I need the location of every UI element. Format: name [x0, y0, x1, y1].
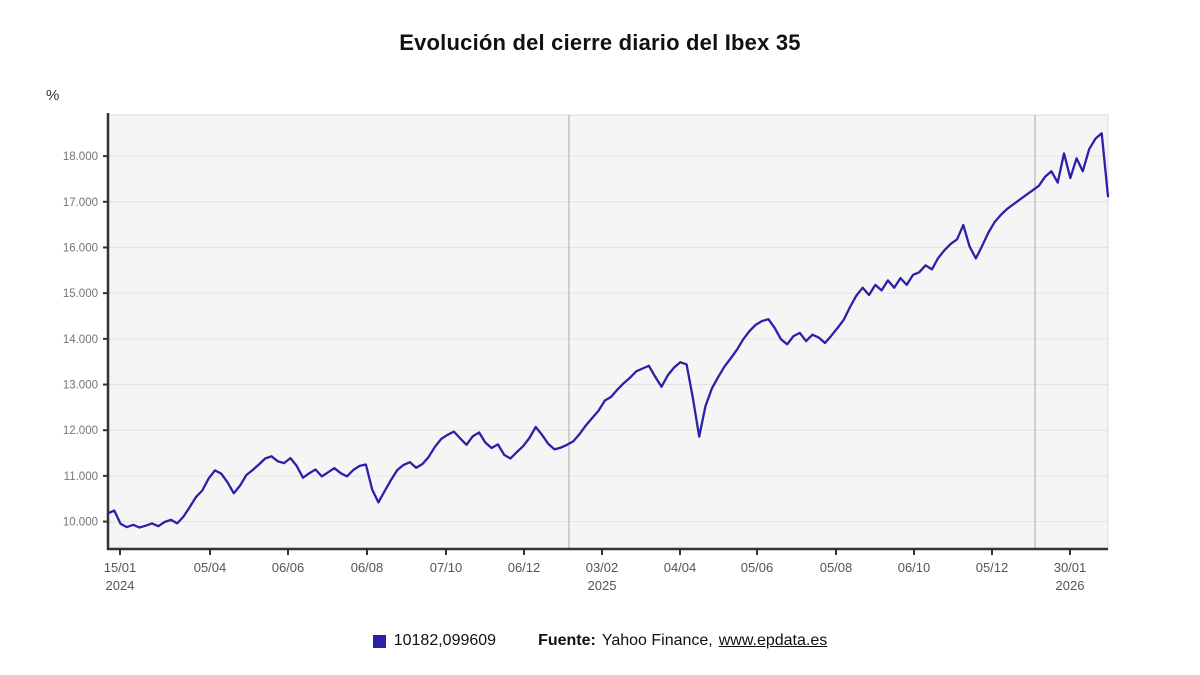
x-axis-tick-label: 03/02	[586, 560, 619, 575]
source-link[interactable]: www.epdata.es	[718, 632, 828, 649]
source-text: Yahoo Finance,	[601, 632, 713, 649]
y-axis-tick-label: 14.000	[63, 334, 98, 346]
plot-area	[107, 114, 1109, 550]
y-axis-tick-label: 11.000	[64, 471, 98, 483]
source-label: Fuente:	[538, 632, 596, 649]
y-axis-tick-label: 12.000	[63, 425, 98, 437]
x-axis-tick-label: 05/06	[741, 560, 774, 575]
x-axis-tick-label: 06/08	[351, 560, 384, 575]
x-axis-tick-label: 15/01	[104, 560, 137, 575]
y-axis-tick-label: 18.000	[63, 151, 98, 163]
y-axis-tick-label: 10.000	[63, 517, 98, 529]
x-axis-tick-label: 05/12	[976, 560, 1009, 575]
x-axis-tick-label: 04/04	[664, 560, 697, 575]
x-axis-tick-label: 05/08	[820, 560, 853, 575]
ibex-line-chart: 10.000 11.000 12.000 13.000 14.000 15.000 16.0…	[46, 87, 1110, 593]
x-axis-tick-label: 06/06	[272, 560, 305, 575]
x-axis-tick-label: 06/12	[508, 560, 541, 575]
x-axis-year-label: 2024	[106, 578, 135, 593]
y-axis-tick-label: 15.000	[63, 288, 98, 300]
chart-footer: 10182,099609 Fuente: Yahoo Finance, www.…	[0, 632, 1200, 650]
x-axis-tick-label: 06/10	[898, 560, 931, 575]
y-axis-tick-label: 16.000	[63, 242, 98, 254]
legend-value: 10182,099609	[393, 632, 497, 649]
price-line[interactable]	[106, 132, 1110, 529]
x-axis-tick-label: 05/04	[194, 560, 227, 575]
y-axis-tick-label: 13.000	[63, 380, 98, 392]
x-axis-tick-label: 30/01	[1054, 560, 1087, 575]
x-axis-year-label: 2026	[1056, 578, 1085, 593]
x-axis-tick-label: 07/10	[430, 560, 463, 575]
x-axis-year-label: 2025	[588, 578, 617, 593]
y-axis-tick-label: 17.000	[63, 197, 98, 209]
legend-swatch	[372, 634, 386, 648]
chart-title: Evolución del cierre diario del Ibex 35	[399, 30, 801, 55]
y-axis-unit-label: %	[46, 87, 59, 104]
